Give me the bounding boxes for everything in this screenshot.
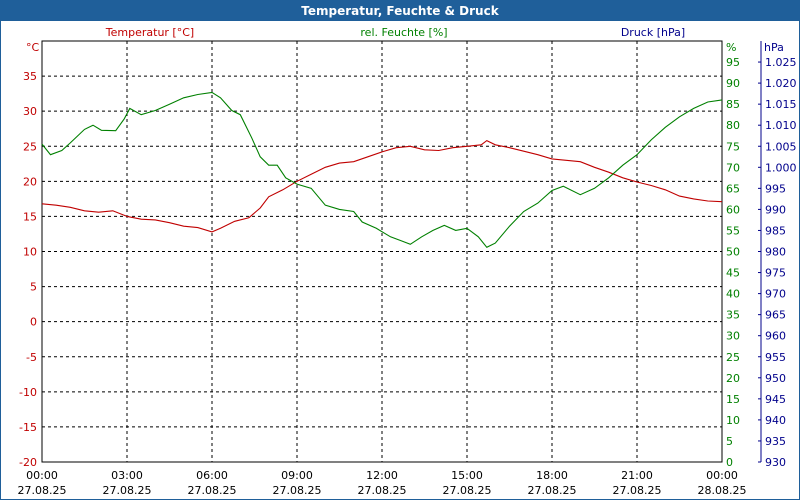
temperature-axis-label: Temperatur [°C] [105,26,194,39]
pressure-tick-label: 1.025 [765,56,797,69]
pressure-tick-label: 1.000 [765,161,797,174]
temperature-tick-label: 20 [23,175,37,188]
temperature-tick-label: 15 [23,210,37,223]
pressure-tick-label: 990 [765,203,786,216]
temperature-tick-label: 35 [23,70,37,83]
x-tick-date: 27.08.25 [188,484,237,497]
x-tick-date: 27.08.25 [18,484,67,497]
pressure-tick-label: 975 [765,267,786,280]
temperature-tick-label: 25 [23,140,37,153]
x-tick-time: 09:00 [281,469,313,482]
x-tick-date: 27.08.25 [273,484,322,497]
pressure-tick-label: 935 [765,435,786,448]
series-layer [41,91,723,248]
humidity-tick-label: 20 [726,372,740,385]
pressure-tick-label: 955 [765,351,786,364]
temperature-axis-ticks: -20 -15 -10 -5 0 5 10 15 20 25 30 35 [19,70,37,469]
humidity-tick-label: 40 [726,288,740,301]
pressure-tick-label: 1.010 [765,119,797,132]
temperature-line [41,139,723,233]
temperature-tick-label: -15 [19,421,37,434]
plot-border [41,40,723,463]
x-tick-date: 27.08.25 [528,484,577,497]
humidity-tick-label: 80 [726,119,740,132]
x-axis-ticks: 00:00 27.08.25 03:00 27.08.25 06:00 27.08.25 0… [18,469,747,497]
humidity-tick-label: 75 [726,140,740,153]
humidity-tick-label: 50 [726,246,740,259]
x-tick-time: 00:00 [706,469,738,482]
temperature-tick-label: 30 [23,105,37,118]
pressure-axis-ticks: 930 935 940 945 950 955 960 965 970 975 980 985 990 9… [758,56,797,469]
chart-canvas: -20 -15 -10 -5 0 5 10 15 20 25 30 35 0 5 10 15 20 25 30 35… [18,26,797,497]
pressure-tick-label: 965 [765,309,786,322]
pressure-tick-label: 940 [765,414,786,427]
temperature-unit: °C [26,41,40,54]
humidity-tick-label: 45 [726,267,740,280]
x-tick-date: 27.08.25 [358,484,407,497]
x-tick-time: 12:00 [366,469,398,482]
pressure-tick-label: 985 [765,224,786,237]
humidity-tick-label: 85 [726,98,740,111]
x-tick-time: 21:00 [621,469,653,482]
pressure-tick-label: 995 [765,182,786,195]
pressure-axis-label: Druck [hPa] [621,26,685,39]
pressure-tick-label: 1.015 [765,98,797,111]
pressure-tick-label: 945 [765,393,786,406]
humidity-tick-label: 15 [726,393,740,406]
humidity-axis-label: rel. Feuchte [%] [360,26,447,39]
temperature-tick-label: 5 [30,281,37,294]
pressure-tick-label: 960 [765,330,786,343]
x-tick-date: 27.08.25 [613,484,662,497]
pressure-tick-label: 1.005 [765,140,797,153]
temperature-tick-label: -10 [19,386,37,399]
humidity-tick-label: 30 [726,330,740,343]
x-tick-date: 27.08.25 [443,484,492,497]
humidity-tick-label: 5 [726,435,733,448]
pressure-tick-label: 980 [765,246,786,259]
humidity-tick-label: 70 [726,161,740,174]
temperature-tick-label: -5 [26,351,37,364]
pressure-tick-label: 930 [765,456,786,469]
humidity-tick-label: 10 [726,414,740,427]
pressure-tick-label: 970 [765,288,786,301]
pressure-unit: hPa [764,41,784,54]
temperature-tick-label: 0 [30,316,37,329]
grid [42,41,722,462]
humidity-tick-label: 25 [726,351,740,364]
humidity-tick-label: 90 [726,77,740,90]
humidity-tick-label: 35 [726,309,740,322]
x-tick-time: 15:00 [451,469,483,482]
humidity-unit: % [726,41,736,54]
temperature-tick-label: -20 [19,456,37,469]
humidity-tick-label: 55 [726,224,740,237]
humidity-tick-label: 95 [726,56,740,69]
humidity-axis-ticks: 0 5 10 15 20 25 30 35 40 45 50 55 60 65 70 75 80 85 90 95 [726,56,740,469]
humidity-line [41,91,723,248]
humidity-tick-label: 65 [726,182,740,195]
x-tick-time: 00:00 [26,469,58,482]
pressure-tick-label: 1.020 [765,77,797,90]
x-tick-time: 18:00 [536,469,568,482]
x-tick-date: 28.08.25 [698,484,747,497]
x-tick-time: 03:00 [111,469,143,482]
x-tick-date: 27.08.25 [103,484,152,497]
x-tick-time: 06:00 [196,469,228,482]
humidity-tick-label: 0 [726,456,733,469]
pressure-tick-label: 950 [765,372,786,385]
temperature-tick-label: 10 [23,246,37,259]
chart-title: Temperatur, Feuchte & Druck [1,1,799,21]
humidity-tick-label: 60 [726,203,740,216]
